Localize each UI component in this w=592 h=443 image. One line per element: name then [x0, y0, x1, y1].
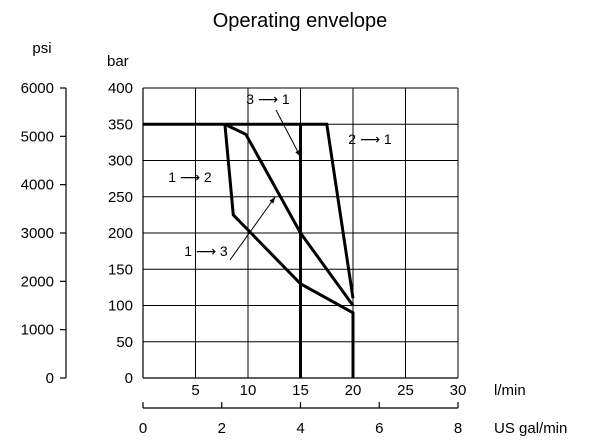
annotation-3-to-1: 3 ⟶ 1 — [246, 91, 290, 107]
annotation-leader-1-to-3 — [229, 196, 276, 261]
y-tick-label-200: 200 — [108, 225, 133, 242]
psi-tick-label-5000: 5000 — [21, 128, 54, 145]
annotation-2-to-1: 2 ⟶ 1 — [348, 131, 392, 147]
x-tick-label-10: 10 — [240, 382, 257, 399]
annotation-1-to-3: 1 ⟶ 3 — [184, 243, 228, 259]
x-tick-label-25: 25 — [397, 382, 414, 399]
axes — [60, 87, 459, 409]
gal-tick-label-4: 4 — [296, 420, 304, 437]
gal-tick-label-8: 8 — [454, 420, 462, 437]
x-tick-label-20: 20 — [345, 382, 362, 399]
gal-tick-label-0: 0 — [139, 420, 147, 437]
gal-tick-label-6: 6 — [375, 420, 383, 437]
annotation-arrowhead-1-to-3 — [269, 196, 276, 204]
x-tick-label-30: 30 — [450, 382, 467, 399]
y-tick-label-100: 100 — [108, 298, 133, 315]
y-tick-label-350: 350 — [108, 116, 133, 133]
series-line-1 — [143, 122, 355, 299]
psi-tick-label-3000: 3000 — [21, 225, 54, 242]
y-tick-label-150: 150 — [108, 261, 133, 278]
y-tick-label-0: 0 — [125, 370, 133, 387]
y-tick-label-50: 50 — [116, 334, 133, 351]
y-tick-label-400: 400 — [108, 80, 133, 97]
series-lines — [143, 122, 355, 378]
x-axis-label: l/min — [494, 382, 526, 399]
psi-axis-label: psi — [32, 40, 51, 57]
psi-tick-label-2000: 2000 — [21, 273, 54, 290]
psi-tick-label-6000: 6000 — [21, 80, 54, 97]
annotation-leader-3-to-1 — [275, 109, 301, 158]
chart-title: Operating envelope — [213, 10, 388, 32]
annotations: 3 ⟶ 1 2 ⟶ 1 1 ⟶ 2 1 ⟶ 3 — [168, 91, 392, 261]
psi-tick-label-1000: 1000 — [21, 322, 54, 339]
psi-tick-label-0: 0 — [46, 370, 54, 387]
series-line-3 — [224, 122, 355, 307]
y-tick-label-250: 250 — [108, 189, 133, 206]
annotation-arrowhead-3-to-1 — [295, 149, 301, 157]
x-tick-label-15: 15 — [292, 382, 309, 399]
gal-axis-label: US gal/min — [494, 420, 567, 437]
y-tick-label-300: 300 — [108, 153, 133, 170]
y-axis-label: bar — [107, 53, 129, 70]
psi-tick-label-4000: 4000 — [21, 177, 54, 194]
gal-tick-label-2: 2 — [218, 420, 226, 437]
x-tick-label-5: 5 — [191, 382, 199, 399]
annotation-1-to-2: 1 ⟶ 2 — [168, 169, 212, 185]
